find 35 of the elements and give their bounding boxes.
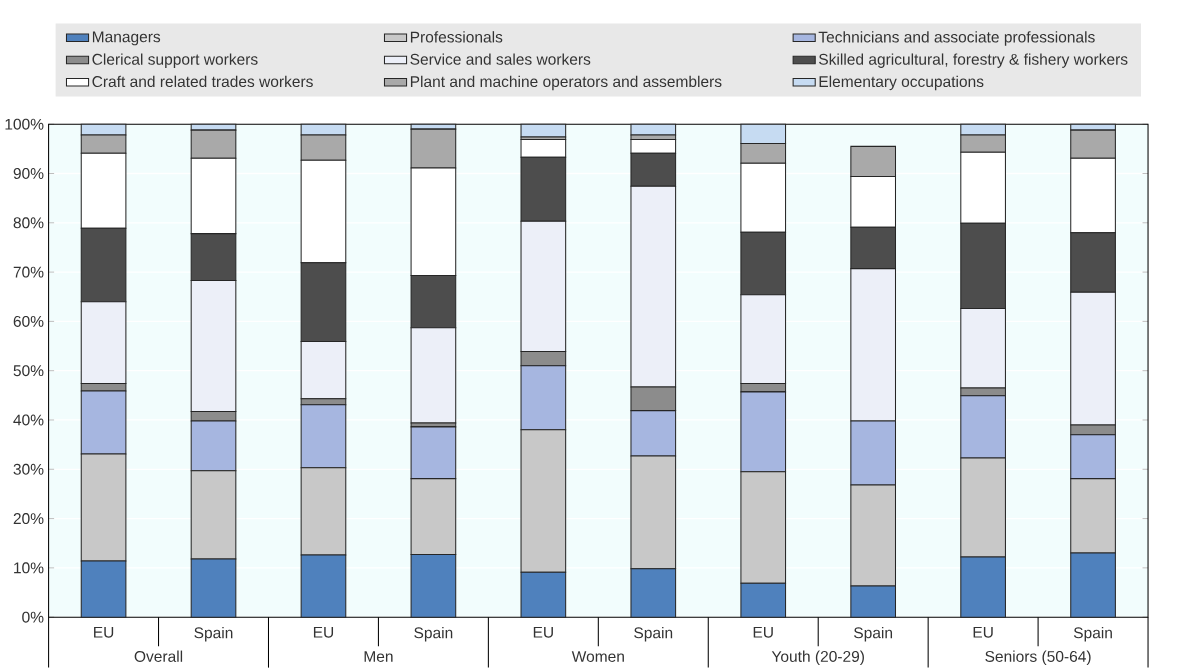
legend-label: Plant and machine operators and assemblers [410, 75, 722, 91]
y-tick-label: 60% [13, 316, 44, 328]
legend-label: Service and sales workers [410, 53, 591, 66]
y-tick-label: 90% [13, 168, 44, 180]
legend-label: Craft and related trades workers [92, 75, 313, 88]
y-tick-label: 40% [13, 414, 44, 426]
x-tick-label: EU [973, 627, 993, 638]
x-tick-label: EU [313, 627, 334, 638]
text: Women [571, 651, 624, 663]
legend-label: Managers [92, 31, 161, 46]
x-tick-label: EU [533, 627, 553, 638]
y-tick-label: 0% [22, 611, 44, 623]
x-tick-label: EU [753, 627, 773, 638]
x-tick-label: Spain [854, 627, 893, 642]
legend-label: Technicians and associate professionals [818, 31, 1095, 46]
y-tick-label: 50% [13, 365, 44, 377]
x-tick-label: Spain [1073, 627, 1112, 642]
y-tick-label: 20% [13, 513, 44, 525]
text: Men [364, 651, 393, 663]
text: Youth (20-29) [771, 650, 864, 666]
y-tick-label: 70% [13, 266, 44, 278]
x-tick-label: Spain [194, 627, 233, 642]
legend-label: Clerical support workers [92, 53, 258, 69]
text: Seniors (50-64) [985, 650, 1091, 666]
x-tick-label: EU [94, 627, 114, 638]
x-tick-label: Spain [634, 627, 673, 642]
y-tick-label: 10% [14, 562, 44, 574]
x-tick-label: Spain [414, 627, 453, 642]
legend-label: Skilled agricultural, forestry & fishery workers [819, 53, 1128, 69]
legend-label: Elementary occupations [819, 75, 984, 91]
y-tick-label: 30% [13, 464, 44, 475]
legend-label: Professionals [410, 31, 503, 43]
y-tick-label: 100% [5, 118, 44, 130]
y-tick-label: 80% [13, 217, 44, 229]
text: Overall [134, 650, 183, 663]
